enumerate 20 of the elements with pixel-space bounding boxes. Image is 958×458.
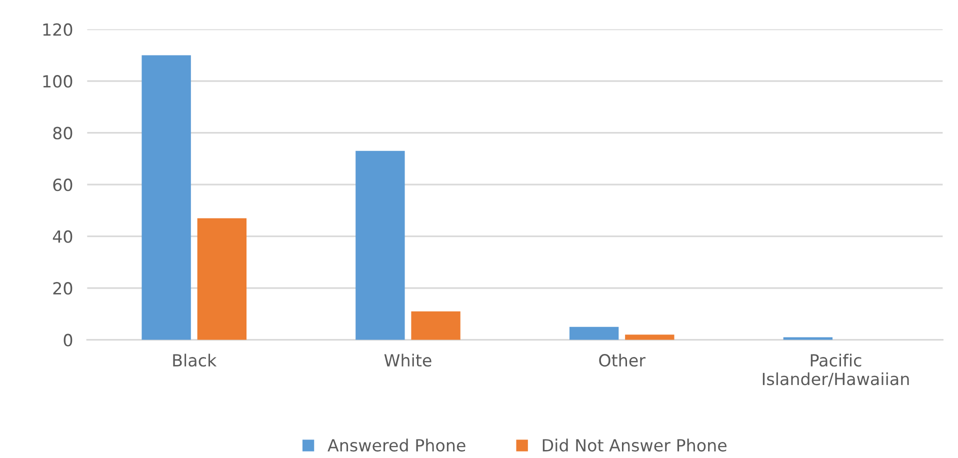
y-tick-label: 0 — [64, 334, 72, 346]
y-tick-label: 60 — [53, 178, 72, 192]
bar — [356, 150, 405, 340]
legend-label: Did Not Answer Phone — [542, 438, 726, 452]
bar — [625, 334, 674, 340]
x-tick-label: Other — [599, 354, 646, 367]
bar — [783, 337, 833, 340]
legend-label: Answered Phone — [328, 438, 466, 452]
x-tick-label: White — [384, 354, 432, 367]
y-tick-label: 100 — [43, 75, 72, 88]
bar — [197, 218, 247, 340]
bar — [411, 311, 460, 340]
y-tick-label: 40 — [52, 230, 72, 243]
x-tick-label: Pacific Islander/Hawaiian — [762, 354, 909, 387]
y-tick-label: 80 — [53, 126, 72, 140]
y-tick-label: 20 — [53, 282, 72, 295]
y-tick-label: 120 — [43, 23, 72, 36]
bar — [142, 55, 191, 340]
bar — [569, 326, 619, 340]
x-tick-label: Black — [173, 354, 217, 367]
